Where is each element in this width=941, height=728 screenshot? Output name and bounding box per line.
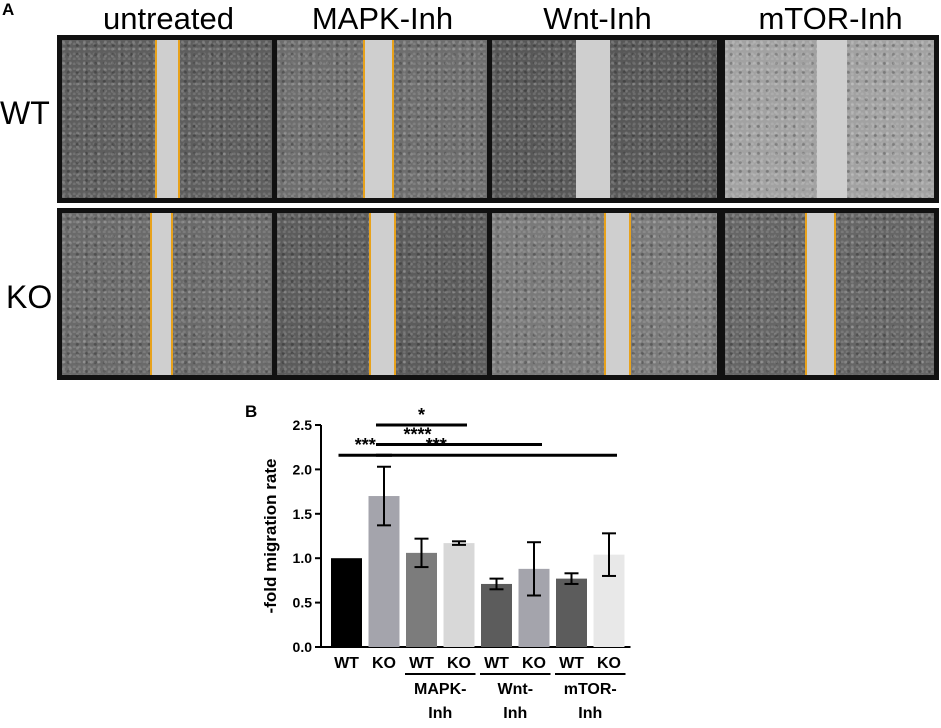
column-title-mtor-inh: mTOR-Inh [758, 1, 903, 36]
significance-label-0: *** [355, 435, 376, 455]
x-tick-label-5: KO [522, 655, 546, 672]
x-tick-label-1: KO [372, 655, 396, 672]
x-tick-label-3: KO [447, 655, 471, 672]
row-label-wt: WT [0, 95, 50, 131]
group-label-line1-1: Wnt- [497, 681, 533, 698]
y-tick-label: 0.5 [293, 595, 313, 611]
micrograph-ko-wnt-inh [492, 213, 717, 375]
x-tick-label-0: WT [334, 655, 359, 672]
micrograph-ko-untreated [62, 213, 272, 375]
significance-label-2: **** [403, 425, 431, 445]
significance-label-1: * [418, 405, 425, 425]
bar-4 [481, 583, 512, 647]
y-tick-label: 1.0 [293, 550, 313, 566]
x-tick-label-2: WT [409, 655, 434, 672]
micrograph-wt-mapk-inh [277, 40, 487, 198]
group-label-line2-0: Inh [428, 705, 452, 722]
group-label-line2-2: Inh [578, 705, 602, 722]
bar-2 [406, 552, 437, 647]
y-tick-label: 2.5 [293, 417, 313, 433]
group-label-line2-1: Inh [503, 705, 527, 722]
micrograph-ko-mtor-inh [725, 213, 934, 375]
group-label-line1-2: mTOR- [564, 681, 617, 698]
micrograph-wt-wnt-inh [492, 40, 717, 198]
y-axis-title: -fold migration rate [261, 459, 280, 614]
group-label-line1-0: MAPK- [414, 681, 466, 698]
column-title-mapk-inh: MAPK-Inh [311, 1, 454, 36]
y-tick-label: 1.5 [293, 506, 313, 522]
column-title-untreated: untreated [103, 1, 234, 36]
column-title-wnt-inh: Wnt-Inh [543, 1, 652, 36]
bar-6 [556, 578, 587, 647]
row-label-ko: KO [6, 279, 53, 315]
y-tick-label: 2.0 [293, 461, 313, 477]
micrograph-wt-mtor-inh [725, 40, 934, 198]
x-tick-label-4: WT [484, 655, 509, 672]
x-tick-label-6: WT [559, 655, 584, 672]
bar-3 [443, 543, 475, 647]
significance-label-3: *** [426, 435, 447, 455]
micrograph-row-ko [57, 208, 939, 380]
panel-a-label: A [2, 0, 15, 19]
y-tick-label: 0.0 [293, 639, 313, 655]
micrograph-row-wt [57, 35, 939, 203]
x-tick-label-7: KO [597, 655, 621, 672]
micrograph-ko-mapk-inh [277, 213, 487, 375]
micrograph-wt-untreated [62, 40, 272, 198]
panel-b-label: B [245, 402, 258, 421]
migration-rate-bar-chart: 0.0 0.5 1.0 1.5 2.0 2.5 -fold migration rate WT… [261, 405, 631, 722]
bar-0 [331, 558, 362, 647]
